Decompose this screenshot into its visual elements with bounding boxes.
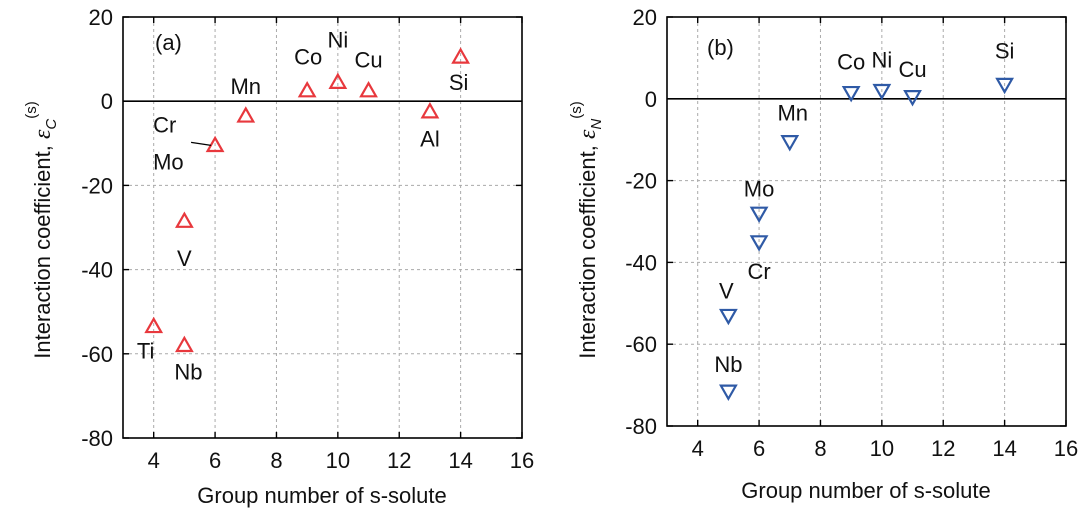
- x-tick-label: 10: [870, 436, 894, 461]
- y-tick-label: -60: [81, 342, 113, 367]
- x-tick-label: 8: [814, 436, 826, 461]
- x-tick-label: 12: [387, 448, 411, 473]
- x-axis-title: Group number of s-solute: [197, 483, 446, 508]
- point-label-nb: Nb: [174, 359, 202, 384]
- data-point-ti: [144, 316, 164, 334]
- point-label-al: Al: [420, 127, 440, 152]
- chart-panel-a: 4 6 8 10 12 14 16 20 0 -20 -40 -60 -80 (a) Group numbe…: [23, 5, 534, 508]
- data-point-mn: [236, 106, 256, 123]
- point-label-ti: Ti: [137, 338, 155, 363]
- point-label-cr: Cr: [747, 259, 770, 284]
- data-point-nb: [718, 384, 738, 401]
- y-tick-label: -80: [625, 414, 657, 439]
- data-point-cu: [359, 80, 378, 98]
- y-axis-title-text: Interaction coefficient,: [30, 139, 55, 359]
- point-label-ni: Ni: [871, 48, 892, 73]
- point-label-cu: Cu: [354, 48, 382, 73]
- x-tick-label: 14: [992, 436, 1016, 461]
- point-label-si: Si: [449, 70, 469, 95]
- data-point-cr: [205, 135, 225, 153]
- x-tick-label: 4: [148, 448, 160, 473]
- x-tick-label: 16: [1054, 436, 1078, 461]
- point-label-cu: Cu: [898, 57, 926, 82]
- point-label-mn: Mn: [777, 101, 808, 126]
- y-axis-title-superscript: (s): [23, 101, 40, 119]
- data-point-nb: [174, 335, 194, 353]
- chart-panel-b: 4 6 8 10 12 14 16 20 0 -20 -40 -60 -80 (b) Group numbe…: [568, 5, 1078, 503]
- x-tick-label: 10: [326, 448, 350, 473]
- data-point-mn: [780, 135, 800, 152]
- x-tick-label: 12: [931, 436, 955, 461]
- data-point-ni: [872, 83, 892, 101]
- x-tick-label: 4: [692, 436, 704, 461]
- point-label-co: Co: [837, 50, 865, 75]
- data-point-co: [841, 85, 861, 103]
- panel-label: (a): [155, 30, 182, 55]
- data-point-co: [297, 80, 317, 98]
- data-point-v: [174, 211, 194, 228]
- y-axis-title-superscript: (s): [568, 101, 585, 119]
- y-tick-label: -20: [81, 173, 113, 198]
- data-point-si: [451, 47, 471, 64]
- x-tick-label: 14: [448, 448, 472, 473]
- x-tick-label: 6: [753, 436, 765, 461]
- y-tick-label: -20: [625, 169, 657, 194]
- data-point-ni: [328, 72, 348, 89]
- plot-frame: [666, 16, 1067, 427]
- y-tick-label: -40: [81, 258, 113, 283]
- y-tick-label: -40: [625, 250, 657, 275]
- data-point-cr: [749, 235, 769, 252]
- y-axis-title-text: Interaction coefficient,: [575, 139, 600, 359]
- data-point-al: [420, 102, 440, 119]
- y-axis-title-symbol: ε: [30, 129, 56, 139]
- panel-label: (b): [707, 35, 734, 60]
- y-tick-label: 0: [645, 87, 657, 112]
- y-axis-title: Interaction coefficient, εN(s): [568, 101, 605, 359]
- plot-frame: [122, 16, 523, 439]
- y-axis-title-subscript: C: [43, 119, 60, 130]
- x-axis-title: Group number of s-solute: [741, 478, 990, 503]
- y-tick-label: -80: [81, 426, 113, 451]
- y-axis-title-subscript: N: [588, 119, 605, 130]
- point-label-ni: Ni: [327, 27, 348, 52]
- data-point-mo: [749, 206, 769, 224]
- y-tick-label: 20: [633, 5, 657, 30]
- x-tick-label: 8: [270, 448, 282, 473]
- y-tick-label: 20: [89, 5, 113, 30]
- y-axis-title-symbol: ε: [575, 129, 601, 139]
- point-label-si: Si: [995, 38, 1015, 63]
- point-label-mo: Mo: [153, 149, 184, 174]
- point-label-mn: Mn: [230, 74, 261, 99]
- y-tick-label: -60: [625, 332, 657, 357]
- x-tick-label: 16: [510, 448, 534, 473]
- x-tick-label: 6: [209, 448, 221, 473]
- point-label-cr: Cr: [153, 112, 176, 137]
- point-label-co: Co: [294, 45, 322, 70]
- label-leader-line: [190, 141, 212, 146]
- point-label-nb: Nb: [714, 352, 742, 377]
- point-label-v: V: [177, 246, 192, 271]
- data-point-si: [995, 77, 1015, 95]
- point-label-v: V: [719, 279, 734, 304]
- y-axis-title: Interaction coefficient, εC(s): [23, 101, 60, 359]
- data-point-cu: [903, 90, 922, 107]
- y-tick-label: 0: [101, 89, 113, 114]
- point-label-mo: Mo: [744, 176, 775, 201]
- data-point-v: [718, 308, 738, 326]
